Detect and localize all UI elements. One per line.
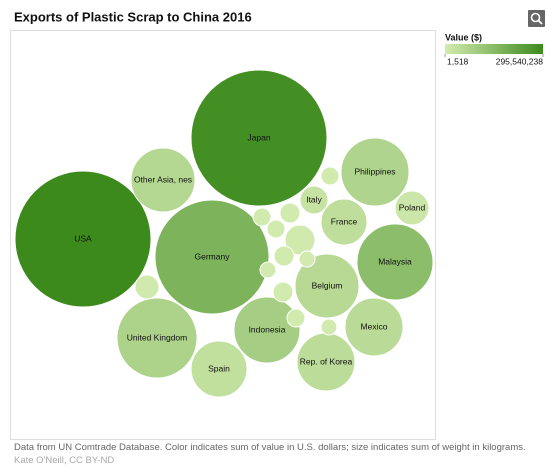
footnote: Data from UN Comtrade Database. Color in… [14,442,526,453]
chart-title: Exports of Plastic Scrap to China 2016 [14,9,252,24]
bubble-label: Malaysia [378,256,412,266]
bubble-label: Rep. of Korea [300,356,353,366]
bubble [356,223,434,301]
bubble-label: USA [74,233,92,243]
bubble [266,219,286,239]
bubble-label: Belgium [312,280,343,290]
bubble [279,202,301,224]
credit: Kate O'Neill, CC BY-ND [14,455,115,466]
bubble-label: Philippines [354,166,395,176]
bubble [394,190,430,226]
bubble-label: Italy [306,194,322,204]
bubble [272,281,294,303]
bubble [286,308,306,328]
legend-gradient [445,44,543,54]
bubble-label: Other Asia, nes [134,174,192,184]
legend-tick-label: 1,518 [447,56,469,66]
bubble [233,296,301,364]
bubble [299,185,329,215]
bubble [116,297,198,379]
bubble [252,207,272,227]
bubble [344,297,404,357]
chart: Exports of Plastic Scrap to China 2016 V… [10,9,545,440]
bubble [320,198,368,246]
legend-tick-label: 295,540,238 [496,56,544,66]
bubble [134,274,160,300]
bubble [130,147,196,213]
bubble [190,69,328,207]
search-button[interactable] [528,10,545,27]
bubble [154,199,270,315]
bubble-label: Germany [195,251,231,261]
bubble [294,253,360,319]
footnote-block: Data from UN Comtrade Database. Color in… [14,441,539,467]
bubble [298,250,316,268]
plot-frame [10,30,436,440]
bubble-label: Spain [208,363,230,373]
bubble-label: Mexico [361,321,388,331]
legend-title: Value ($) [445,32,482,42]
bubble-label: Poland [399,202,426,212]
bubble-label: Japan [247,132,270,142]
bubble-label: France [331,216,358,226]
bubble-label: United Kingdom [127,332,187,342]
bubble [259,261,277,279]
bubble [14,170,152,308]
bubble [190,340,248,398]
bubble [320,166,340,186]
bubble [320,318,338,336]
bubble-label: Indonesia [249,324,286,334]
bubble [273,245,295,267]
bubble [340,137,410,207]
